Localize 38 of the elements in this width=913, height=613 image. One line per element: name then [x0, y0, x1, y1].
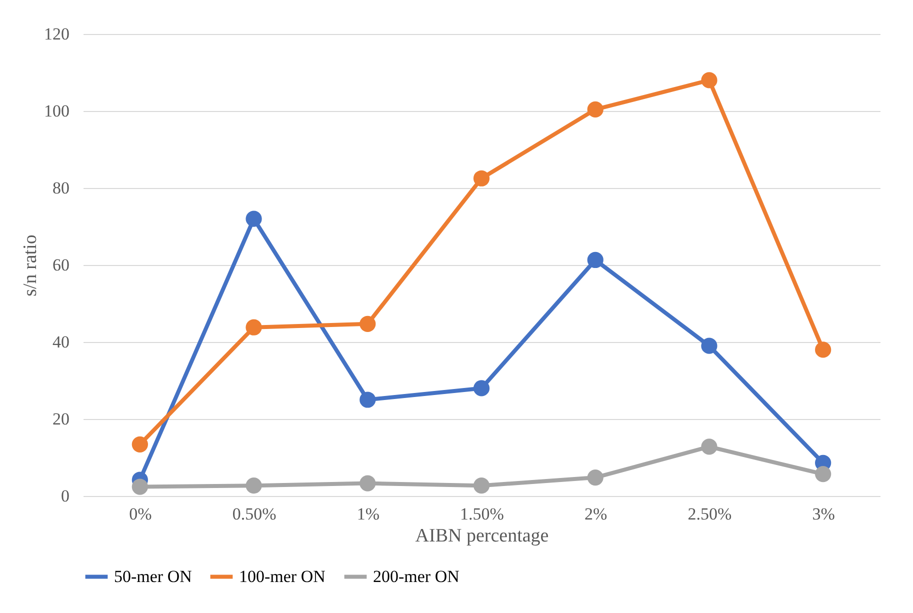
point — [473, 478, 490, 494]
point — [701, 438, 718, 455]
x-tick-label: 0.50% — [232, 504, 276, 524]
x-tick-label: 2% — [584, 504, 608, 524]
legend-label: 100-mer ON — [239, 566, 326, 586]
point — [701, 338, 718, 354]
x-axis-title: AIBN percentage — [415, 526, 549, 546]
x-tick-label: 1% — [356, 504, 380, 524]
point — [360, 475, 376, 492]
point — [246, 210, 262, 227]
point — [360, 316, 376, 332]
point — [473, 380, 490, 396]
point — [246, 319, 262, 336]
point — [132, 436, 148, 452]
x-tick-label: 3% — [812, 504, 835, 524]
point — [360, 392, 376, 408]
legend-label: 50-mer ON — [114, 566, 192, 586]
y-tick-label: 120 — [44, 24, 70, 44]
y-tick-label: 80 — [52, 178, 70, 198]
point — [587, 469, 604, 486]
y-tick-label: 20 — [52, 410, 70, 428]
x-tick-label: 2.50% — [688, 504, 732, 524]
point — [815, 466, 832, 482]
x-tick-label: 0% — [129, 504, 152, 524]
y-tick-label: 0 — [61, 486, 70, 506]
y-tick-label: 40 — [52, 332, 70, 352]
point — [701, 72, 718, 88]
point — [246, 478, 262, 494]
legend-label: 200-mer ON — [373, 566, 460, 586]
x-tick-label: 1.50% — [460, 504, 504, 524]
y-tick-label: 100 — [44, 102, 70, 120]
y-axis-title: s/n ratio — [20, 234, 41, 296]
point — [815, 342, 832, 358]
point — [587, 101, 604, 118]
point — [132, 478, 148, 495]
point — [587, 252, 604, 268]
y-tick-label: 60 — [52, 256, 70, 274]
point — [473, 170, 490, 186]
